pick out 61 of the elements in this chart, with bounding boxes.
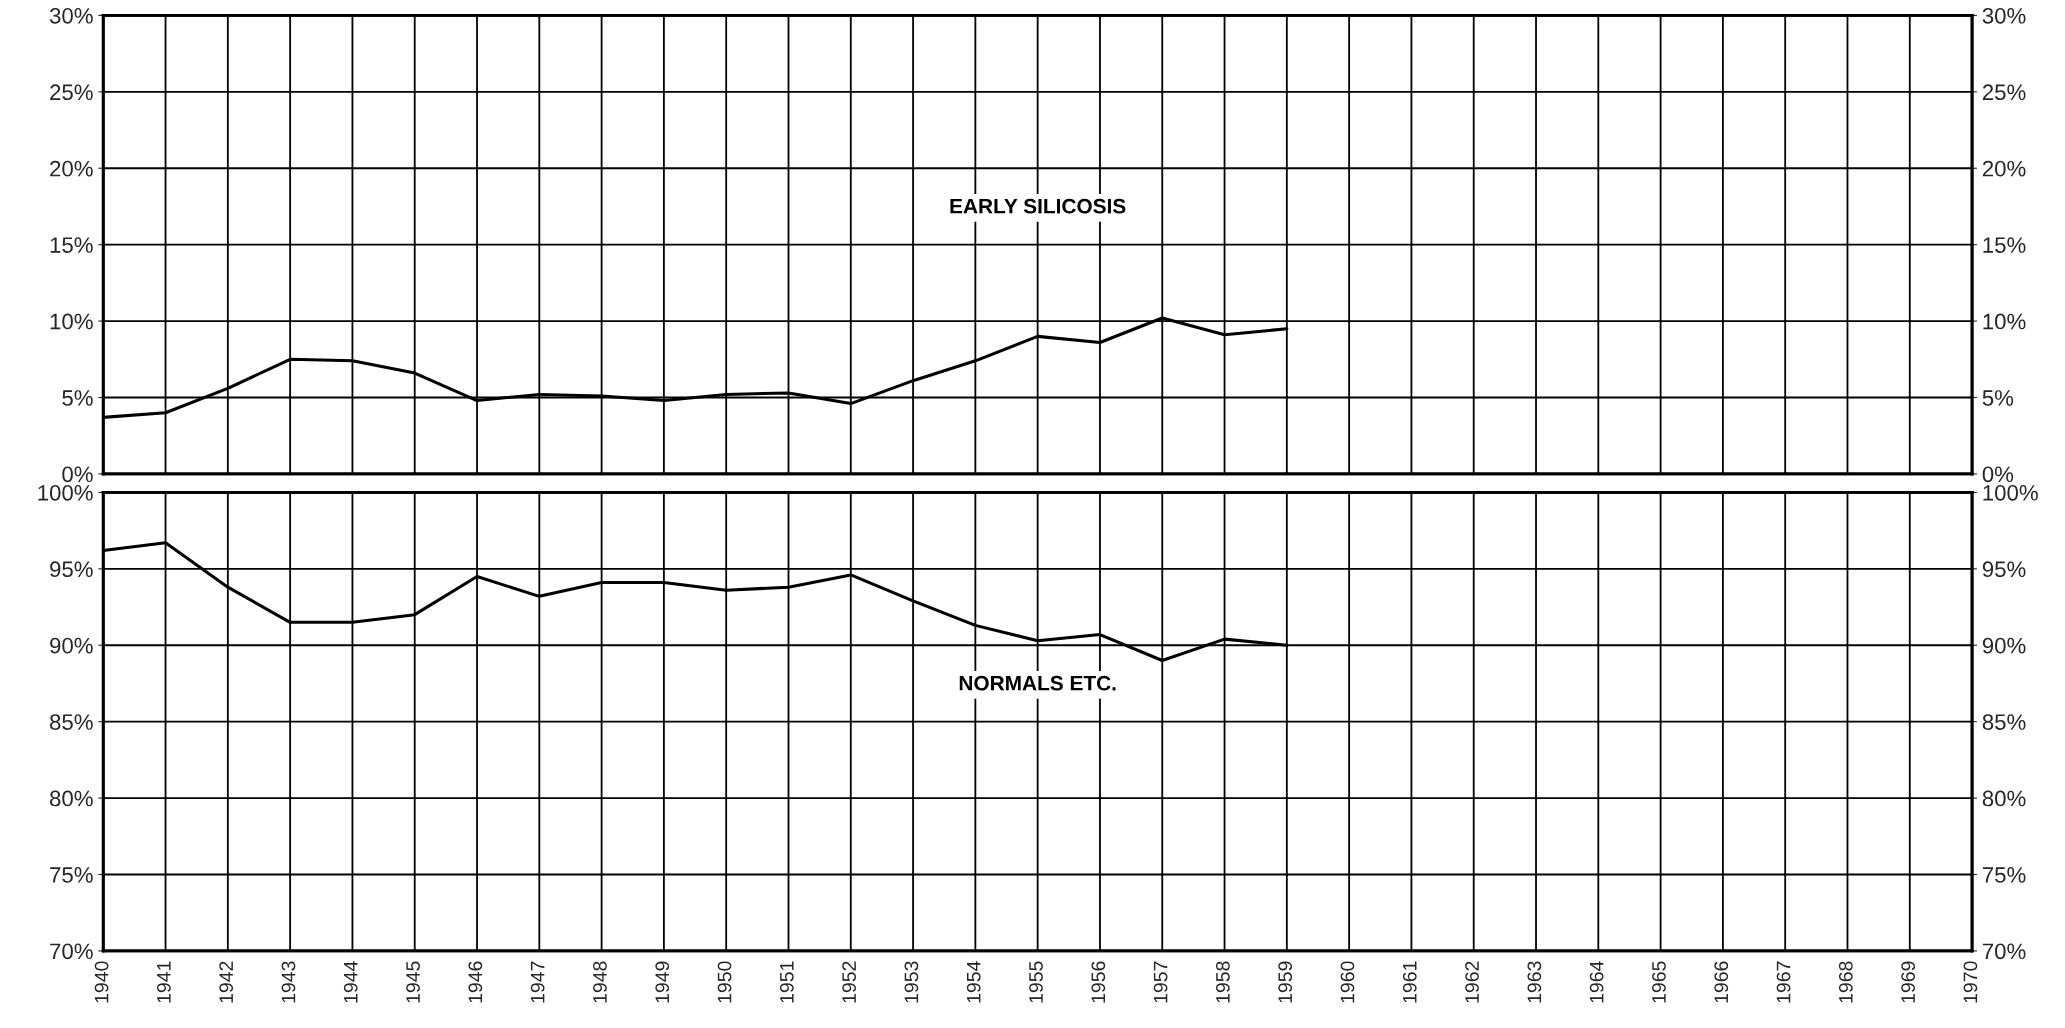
y-tick-label: 95% — [50, 561, 93, 578]
x-tick-label: 1945 — [406, 961, 420, 1003]
y-tick-label: 85% — [50, 714, 93, 730]
x-tick-label: 1947 — [530, 961, 545, 1003]
x-tick-label: 1958 — [1216, 961, 1230, 1003]
y2-tick-label: 25% — [1982, 84, 2026, 101]
y-tick-label: 20% — [50, 160, 93, 177]
x-tick-label: 1967 — [1776, 961, 1791, 1003]
x-tick-label: 1948 — [593, 961, 607, 1003]
x-tick-label: 1964 — [1589, 961, 1604, 1003]
y2-tick-label: 30% — [1982, 7, 2026, 24]
y2-tick-label: 20% — [1982, 160, 2026, 177]
x-tick-label: 1960 — [1340, 961, 1355, 1003]
x-tick-label: 1969 — [1901, 961, 1915, 1003]
y2-tick-label: 10% — [1983, 313, 2026, 330]
x-tick-label: 1951 — [779, 961, 794, 1003]
x-tick-label: 1949 — [655, 961, 670, 1003]
x-tick-label: 1955 — [1029, 961, 1043, 1003]
x-tick-label: 1944 — [343, 961, 358, 1003]
y2-tick-label: 0% — [1982, 466, 2014, 483]
y2-tick-label: 95% — [1982, 561, 2026, 578]
y-tick-label: 100% — [38, 484, 93, 501]
x-tick-label: 1961 — [1402, 961, 1417, 1003]
y-tick-label: 5% — [62, 390, 93, 406]
y-tick-label: 90% — [50, 637, 93, 654]
x-tick-label: 1962 — [1465, 961, 1479, 1003]
y-tick-label: 15% — [50, 237, 93, 253]
x-tick-label: 1968 — [1838, 961, 1853, 1003]
y2-tick-label: 90% — [1982, 637, 2026, 654]
x-tick-label: 1942 — [219, 961, 234, 1003]
x-tick-label: 1946 — [468, 961, 483, 1003]
y2-tick-label: 70% — [1982, 943, 2026, 960]
y2-tick-label: 5% — [1982, 390, 2014, 406]
y-tick-label: 25% — [50, 84, 93, 101]
series-label: NORMALS ETC. — [959, 675, 1116, 691]
y-tick-label: 70% — [50, 943, 93, 960]
y2-tick-label: 75% — [1982, 867, 2026, 883]
x-tick-label: 1950 — [717, 961, 732, 1003]
y-tick-label: 0% — [62, 466, 93, 483]
x-tick-label: 1940 — [94, 961, 109, 1003]
x-tick-label: 1965 — [1652, 961, 1666, 1003]
x-tick-label: 1952 — [842, 961, 856, 1003]
y-tick-label: 75% — [50, 867, 93, 883]
x-tick-label: 1963 — [1527, 961, 1542, 1003]
y2-tick-label: 15% — [1983, 237, 2026, 253]
y-tick-label: 10% — [50, 313, 93, 330]
x-tick-label: 1956 — [1091, 961, 1106, 1003]
x-tick-label: 1941 — [156, 961, 171, 1003]
y-tick-label: 80% — [50, 790, 93, 807]
x-tick-label: 1943 — [281, 961, 296, 1003]
x-tick-label: 1970 — [1963, 961, 1978, 1003]
x-tick-label: 1953 — [904, 961, 919, 1003]
y2-tick-label: 80% — [1982, 790, 2026, 807]
x-tick-label: 1954 — [966, 961, 981, 1003]
text: EARLY SILICOSIS — [950, 198, 1126, 214]
x-tick-label: 1957 — [1153, 961, 1168, 1003]
x-tick-label: 1966 — [1714, 961, 1729, 1003]
y2-tick-label: 100% — [1983, 484, 2038, 501]
y-tick-label: 30% — [49, 7, 93, 24]
x-tick-label: 1959 — [1278, 961, 1293, 1003]
y2-tick-label: 85% — [1982, 714, 2026, 730]
